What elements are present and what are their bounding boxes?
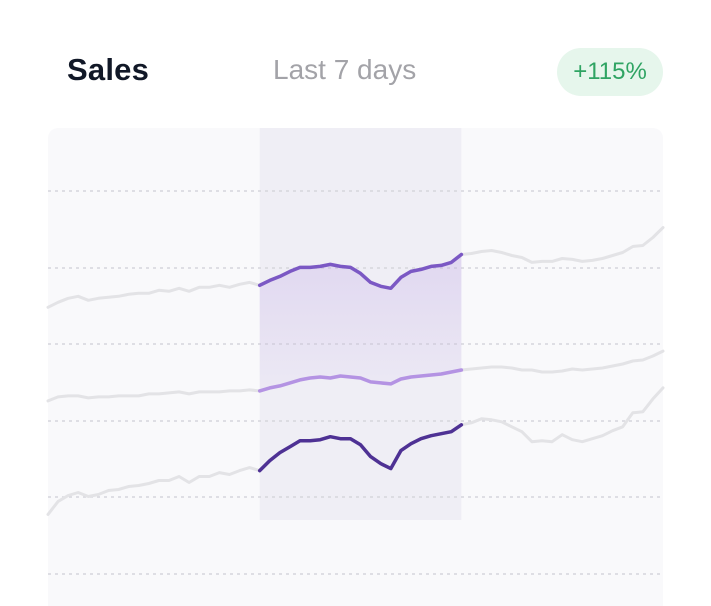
highlight-area: [259, 254, 462, 391]
change-badge: +115%: [557, 48, 663, 96]
series-highlight-middle: [257, 368, 464, 393]
card-title: Sales: [67, 52, 150, 87]
series-highlight-lower: [257, 423, 464, 473]
card-header: Sales Last 7 days +115%: [0, 0, 711, 120]
series-highlight-upper: [257, 252, 464, 291]
period-selector[interactable]: Last 7 days: [273, 54, 417, 85]
